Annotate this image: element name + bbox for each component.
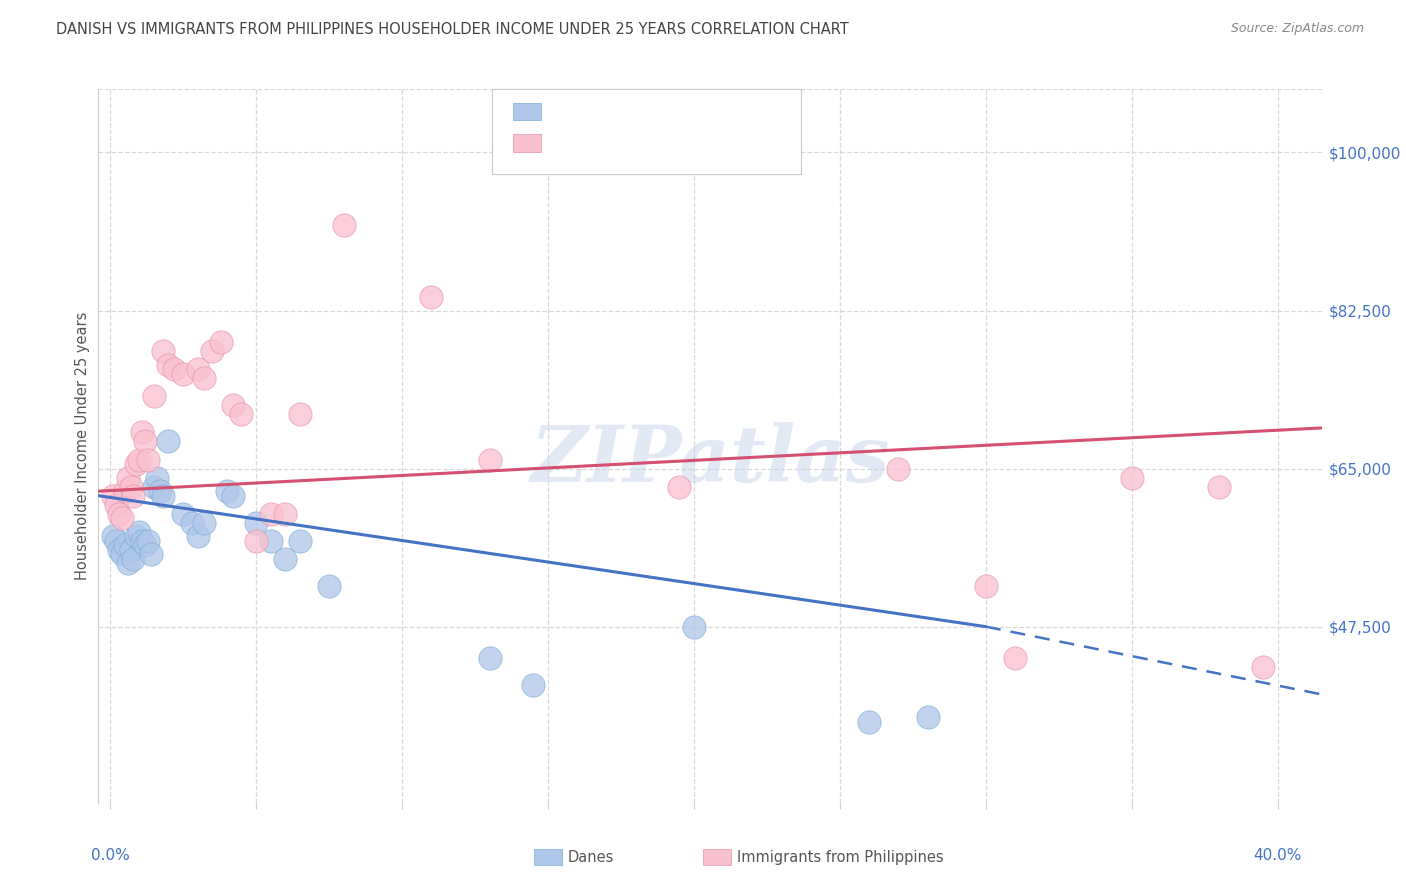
Point (104, 533, 127, 548)
Text: ZIPatlas: ZIPatlas (530, 422, 890, 499)
Point (288, 533, 311, 548)
Point (128, 524, 150, 539)
Point (478, 651, 501, 665)
Point (142, 480, 165, 494)
Point (152, 489, 174, 503)
Point (172, 507, 194, 521)
Point (318, 579, 340, 593)
Point (117, 470, 139, 484)
Point (260, 533, 283, 548)
Point (1004, 651, 1026, 665)
Point (917, 710, 939, 724)
Point (111, 511, 134, 525)
Point (120, 480, 142, 494)
Point (114, 484, 136, 499)
Point (111, 548, 134, 562)
Point (139, 548, 162, 562)
Point (887, 461, 910, 475)
Point (222, 398, 245, 412)
Point (187, 362, 209, 376)
Text: 40.0%: 40.0% (1254, 848, 1302, 863)
Point (522, 678, 544, 692)
Point (974, 579, 997, 593)
Text: DANISH VS IMMIGRANTS FROM PHILIPPINES HOUSEHOLDER INCOME UNDER 25 YEARS CORRELAT: DANISH VS IMMIGRANTS FROM PHILIPPINES HO… (56, 22, 849, 37)
Point (136, 452, 159, 467)
Point (274, 552, 297, 566)
Point (478, 452, 501, 467)
Point (149, 484, 172, 499)
Text: R = -0.385   N = 35: R = -0.385 N = 35 (550, 104, 693, 119)
Point (125, 529, 148, 543)
Y-axis label: Householder Income Under 25 years: Householder Income Under 25 years (75, 312, 90, 580)
Point (117, 557, 139, 571)
Point (114, 538, 136, 552)
Point (1121, 470, 1143, 484)
Point (120, 542, 142, 557)
Point (180, 516, 202, 530)
Point (157, 358, 180, 372)
Point (122, 489, 145, 503)
Point (122, 552, 145, 566)
Point (134, 538, 156, 552)
Point (231, 408, 253, 422)
Point (163, 362, 186, 376)
Text: Source: ZipAtlas.com: Source: ZipAtlas.com (1230, 22, 1364, 36)
Point (104, 498, 127, 512)
Point (668, 480, 690, 494)
Text: R =  0.095   N = 39: R = 0.095 N = 39 (550, 136, 692, 150)
Point (128, 452, 150, 467)
Point (157, 434, 180, 449)
Point (125, 457, 148, 471)
Point (193, 516, 215, 530)
Point (1208, 480, 1230, 494)
Point (245, 533, 267, 548)
Point (136, 533, 159, 548)
Point (101, 489, 124, 503)
Point (215, 484, 238, 499)
Point (288, 408, 311, 422)
Point (683, 620, 706, 634)
Point (101, 529, 124, 543)
Point (108, 507, 131, 521)
Point (260, 507, 283, 521)
Point (858, 714, 880, 729)
Point (274, 507, 297, 521)
Point (222, 489, 245, 503)
Point (146, 470, 169, 484)
Text: 0.0%: 0.0% (91, 848, 129, 863)
Point (131, 533, 153, 548)
Point (142, 389, 165, 403)
Text: Danes: Danes (568, 850, 614, 864)
Point (193, 371, 215, 385)
Point (108, 542, 131, 557)
Point (420, 290, 443, 304)
Text: Immigrants from Philippines: Immigrants from Philippines (737, 850, 943, 864)
Point (209, 335, 232, 350)
Point (172, 367, 194, 381)
Point (332, 218, 354, 232)
Point (131, 425, 153, 440)
Point (134, 434, 156, 449)
Point (201, 344, 224, 359)
Point (187, 529, 209, 543)
Point (245, 516, 267, 530)
Point (1251, 660, 1274, 674)
Point (152, 344, 174, 359)
